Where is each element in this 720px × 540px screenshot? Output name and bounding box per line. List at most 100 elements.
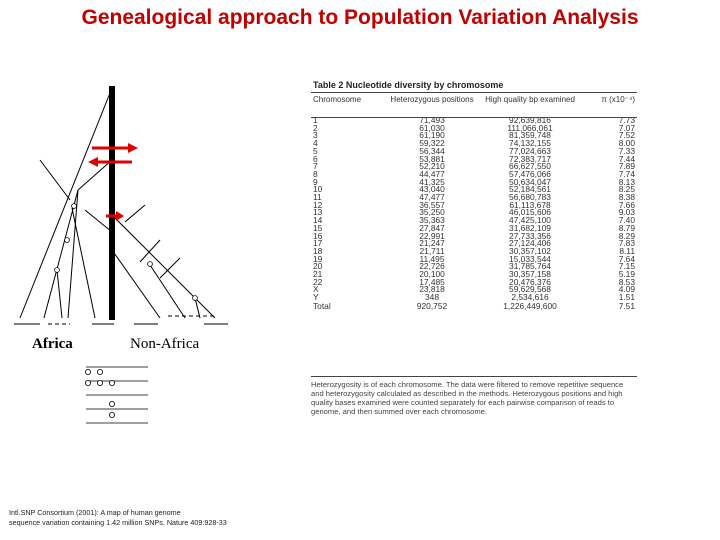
mutation-marker [64,237,70,243]
table-cell: 21 [313,269,323,280]
table-total-cell: 1,226,449,600 [503,300,557,311]
table-row: 2 61,030 111,066,061 7.07 [311,122,637,133]
table-cell: 17 [313,238,323,249]
table-cell: 61,030 [419,122,445,133]
table-cell: 23,818 [419,284,445,295]
table-cell: 7.15 [618,261,635,272]
table-cell: 22,726 [419,261,445,272]
page-title: Genealogical approach to Population Vari… [81,6,639,29]
mutation-marker [54,267,60,273]
africa-label: Africa [32,336,73,352]
table-row: 5 56,344 77,024,663 7.33 [311,145,637,156]
table-cell: 7.44 [618,153,635,164]
table-row: 7 52,210 66,627,550 7.89 [311,161,637,172]
table-cell: 8.79 [618,222,635,233]
table-row: 10 43,040 52,184,561 8.25 [311,185,637,194]
table-cell: 20 [313,261,323,272]
tree-branch [194,297,201,319]
citation-line-2: sequence variation containing 1.42 milli… [9,518,227,527]
snp-marker [109,379,116,386]
table-row: 3 61,190 81,359,748 7.52 [311,130,637,141]
tree-branch [67,189,79,319]
snp-marker [97,368,104,375]
table-cell: 17,485 [419,276,445,287]
table-cell: 7.64 [618,253,635,264]
table-cell: 30,357,158 [509,269,551,280]
table-cell: 35,363 [419,215,445,226]
snp-marker [85,379,92,386]
table-cell: 71,493 [419,115,445,125]
table-cell: 92,639,816 [509,115,551,125]
citation-line-1: Intl.SNP Consortium (2001): A map of hum… [9,508,181,517]
table-cell: 31,682,109 [509,222,551,233]
table-cell: 41,325 [419,176,445,187]
table-rule-header [311,117,637,118]
table-row: 18 21,711 30,357,102 8.11 [311,245,637,256]
table-row: 16 22,991 27,733,356 8.29 [311,230,637,241]
table-cell: 13 [313,207,323,218]
table-header-row: Chromosome Heterozygous positions High q… [311,95,637,117]
table-cell: 21,247 [419,238,445,249]
table-cell: 27,733,356 [509,230,551,241]
table-body: 1 71,493 92,639,816 7.73 2 61,030 111,066,061 7… [311,115,637,311]
table-row: 22 17,485 20,476,376 8.53 [311,276,637,287]
table-rule-bottom [311,376,637,377]
table-total-cell: Total [313,300,331,311]
table-cell: 31,785,764 [509,261,551,272]
tree-branch [84,209,113,233]
table-cell: 111,066,061 [507,122,553,133]
table-cell: 30,357,102 [509,245,551,256]
table-cell: 9 [313,176,318,187]
table-cell: 72,383,717 [509,153,551,164]
table-cell: 35,250 [419,207,445,218]
table-cell: 2 [313,122,318,133]
table-cell: 20,100 [419,269,445,280]
table-title: Table 2 Nucleotide diversity by chromoso… [313,80,504,90]
table-cell: 21,711 [419,245,445,256]
table-cell: 7.33 [618,145,635,156]
table-cell: 8.11 [619,245,635,256]
table-cell: 46,015,606 [509,207,551,218]
tree-branch [159,257,181,279]
table-cell: 59,629,568 [509,284,551,295]
table-cell: 36,557 [419,199,445,210]
table-total-cell: 920,752 [416,300,448,311]
table-row: X 23,818 59,629,568 4.09 [311,284,637,295]
table-cell: 11 [313,192,322,203]
table-cell: 5 [313,145,318,156]
table-cell: 2,534,616 [511,292,549,303]
table-row: 13 35,250 46,015,606 9.03 [311,207,637,218]
table-row: 4 59,322 74,132,155 8.00 [311,139,637,148]
table-total-row: Total 920,752 1,226,449,600 7.51 [311,302,637,311]
table-cell: 6 [313,153,318,164]
table-cell: 61,113,678 [509,199,551,210]
table-row: 9 41,325 50,634,047 8.13 [311,176,637,187]
table-cell: 27,847 [419,222,445,233]
table-cell: 5.19 [618,269,635,280]
table-cell: 12 [313,199,323,210]
table-cell: 8.38 [618,192,635,203]
table-row: 19 11,495 15,033,544 7.64 [311,253,637,264]
table-cell: 8 [313,168,318,179]
table-cell: 348 [425,292,439,303]
table-cell: 3 [313,130,318,141]
table-cell: 57,476,066 [509,168,551,179]
table-cell: 81,359,748 [509,130,551,141]
tree-branch [139,239,161,263]
table-cell: 7 [313,161,318,172]
table-cell: 7.83 [618,238,635,249]
snp-marker [85,368,92,375]
header-high-quality: High quality bp examined [485,95,575,104]
table-cell: 8.13 [618,176,635,187]
mutation-marker [71,203,77,209]
nucleotide-diversity-table: Table 2 Nucleotide diversity by chromoso… [311,80,637,418]
table-cell: 22,991 [419,230,445,241]
table-cell: 1.51 [618,292,635,303]
table-cell: 47,425,100 [509,215,551,226]
table-cell: 7.40 [618,215,635,226]
table-row: 11 47,477 56,680,783 8.38 [311,192,637,203]
table-cell: 50,634,047 [509,176,551,187]
table-cell: 66,627,550 [509,161,551,172]
table-row: 6 53,881 72,383,717 7.44 [311,153,637,164]
